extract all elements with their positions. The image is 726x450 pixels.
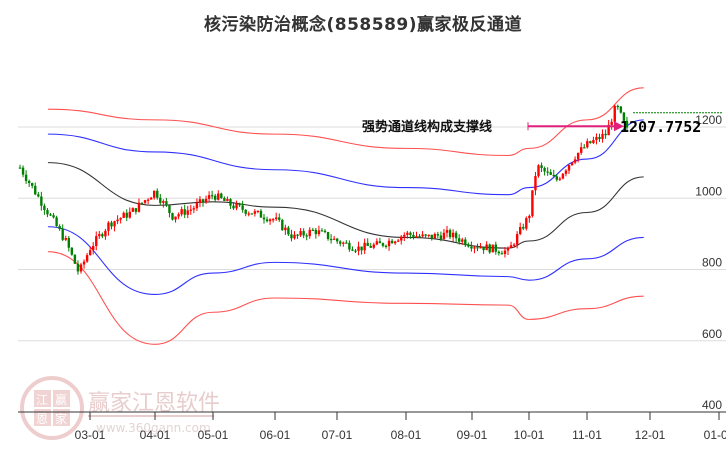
y-tick-label: 800 <box>702 256 722 270</box>
y-tick-label: 1000 <box>695 184 722 198</box>
axes: 400 600 800 1000 1200 03-01 04-01 05-01 06-01 07-… <box>18 113 726 442</box>
annotation-value: 1207.7752 <box>620 118 701 136</box>
watermark-seal-char: 赢 <box>55 392 67 407</box>
x-tick-label: 05-01 <box>198 428 229 442</box>
x-tick-label: 10-01 <box>514 428 545 442</box>
inner-lower-band-line <box>47 226 644 295</box>
watermark: 江 赢 恩 家 赢家江恩软件 www.360gann.com <box>20 376 220 440</box>
watermark-seal-char: 江 <box>36 393 48 407</box>
watermark-seal-char: 恩 <box>36 412 48 426</box>
watermark-url: www.360gann.com <box>96 421 211 435</box>
x-tick-label: 11-01 <box>572 428 602 442</box>
outer-upper-band-line <box>47 87 644 157</box>
outer-lower-band-line <box>47 251 644 345</box>
x-tick-label: 12-01 <box>635 428 666 442</box>
watermark-seal-char: 家 <box>55 411 67 426</box>
x-tick-label: 06-01 <box>260 428 291 442</box>
x-tick-label: 01-01 <box>704 428 726 442</box>
annotation: 强势通道线构成支撑线 1207.7752 <box>362 112 722 136</box>
y-tick-label: 1200 <box>695 113 722 127</box>
annotation-label: 强势通道线构成支撑线 <box>362 119 492 135</box>
y-tick-label: 400 <box>702 398 722 412</box>
x-tick-label: 04-01 <box>140 428 171 442</box>
x-tick-label: 07-01 <box>322 428 353 442</box>
y-tick-label: 600 <box>702 327 722 341</box>
mid-line-line <box>47 162 644 249</box>
x-tick-label: 09-01 <box>457 428 488 442</box>
inner-upper-band-line <box>47 119 644 196</box>
chart-title: 核污染防治概念(858589)赢家极反通道 <box>203 15 522 35</box>
candlesticks <box>18 104 629 275</box>
x-tick-label: 08-01 <box>391 428 422 442</box>
arrow-head-icon <box>614 121 624 132</box>
channel-bands <box>47 87 644 345</box>
x-tick-label: 03-01 <box>75 428 106 442</box>
